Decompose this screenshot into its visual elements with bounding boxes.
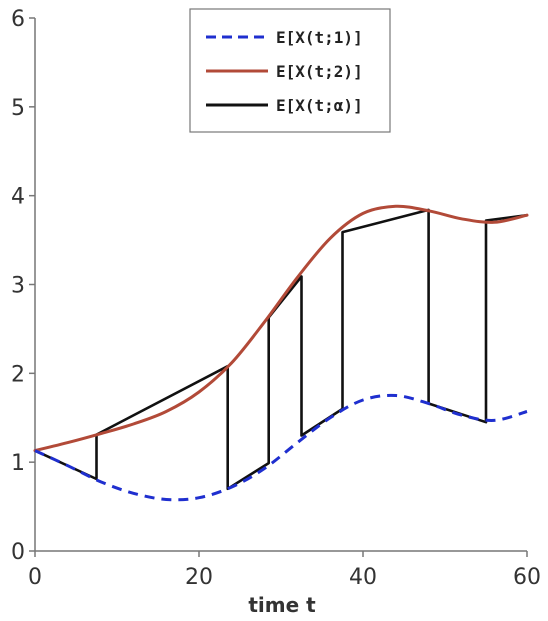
- y-tick-label: 3: [11, 274, 25, 299]
- x-tick-label: 20: [185, 565, 213, 590]
- series-line-e-x-t-2: [33, 204, 529, 453]
- legend-label: E[X(t;α)]: [276, 96, 363, 115]
- y-tick-label: 1: [11, 451, 25, 476]
- y-tick-label: 2: [11, 362, 25, 387]
- legend-label: E[X(t;1)]: [276, 28, 363, 47]
- x-axis-title: time t: [248, 593, 316, 617]
- y-tick-label: 0: [11, 540, 25, 565]
- x-tick-label: 60: [513, 565, 541, 590]
- series-layer: [33, 204, 529, 502]
- axes: [29, 17, 528, 557]
- legend-label: E[X(t;2)]: [276, 62, 363, 81]
- series-line-e-x-t-alpha: [33, 208, 529, 491]
- y-tick-label: 5: [11, 96, 25, 121]
- x-tick-label: 0: [28, 565, 42, 590]
- y-tick-label: 4: [11, 185, 25, 210]
- x-tick-label: 40: [349, 565, 377, 590]
- legend: E[X(t;1)] E[X(t;2)] E[X(t;α)]: [189, 8, 391, 133]
- series-line-e-x-t-1: [34, 393, 528, 502]
- y-tick-label: 6: [11, 7, 25, 32]
